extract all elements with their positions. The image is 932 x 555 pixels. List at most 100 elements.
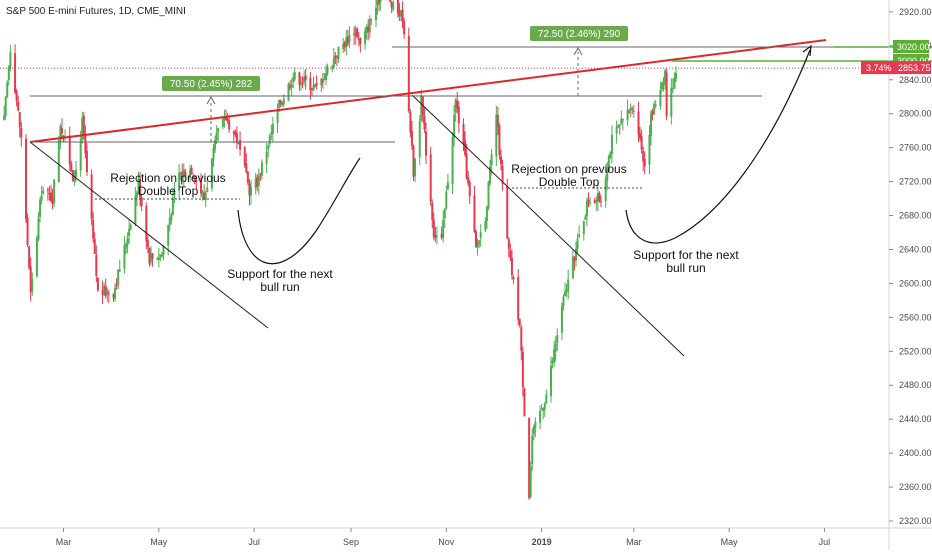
candle-body bbox=[90, 174, 93, 220]
candle-body bbox=[6, 82, 9, 98]
candle-body bbox=[521, 351, 524, 388]
price-axis[interactable]: 2320.00 2360.00 2400.00 2440.00 2480.00 2520.… bbox=[861, 0, 932, 550]
candle-body bbox=[35, 238, 38, 277]
candle-body bbox=[425, 131, 427, 156]
price-tick-label: 2400.00 bbox=[899, 448, 932, 458]
candle-body bbox=[626, 109, 629, 121]
candle-body bbox=[129, 224, 132, 230]
candle-body bbox=[342, 43, 345, 50]
candle-body bbox=[167, 225, 170, 246]
candle-body bbox=[246, 171, 249, 183]
candle-body bbox=[210, 158, 213, 189]
time-axis[interactable]: Mar May Jul Sep Nov 2019 Mar May Jul bbox=[0, 527, 932, 547]
candle-body bbox=[653, 103, 656, 115]
candle-body bbox=[39, 199, 42, 217]
candle-body bbox=[454, 99, 457, 113]
candle-body bbox=[260, 162, 263, 176]
candle-body bbox=[29, 266, 32, 293]
candle-body bbox=[326, 66, 329, 74]
candle-body bbox=[475, 231, 477, 248]
candle-body bbox=[354, 28, 357, 37]
candle-body bbox=[435, 235, 438, 237]
candle-body bbox=[267, 146, 270, 150]
candle-body bbox=[479, 232, 482, 239]
candle-body bbox=[289, 85, 292, 88]
candle-body bbox=[445, 191, 448, 209]
candle-body bbox=[432, 219, 435, 238]
candle-body bbox=[118, 269, 121, 272]
candle-body bbox=[303, 77, 306, 82]
candle-body bbox=[81, 117, 84, 140]
candle-body bbox=[509, 250, 512, 258]
last-price-change-label: 3.74% bbox=[866, 63, 892, 73]
candle-body bbox=[539, 410, 542, 423]
candle-body bbox=[140, 197, 143, 206]
candle-body bbox=[257, 175, 260, 186]
candle-body bbox=[654, 104, 657, 107]
candle-body bbox=[543, 403, 546, 410]
candle-body bbox=[576, 238, 579, 249]
candle-body bbox=[660, 83, 663, 90]
candle-body bbox=[173, 191, 176, 196]
candle-body bbox=[523, 388, 526, 416]
candle-body bbox=[642, 150, 645, 162]
measure-label-box-1 bbox=[162, 76, 260, 91]
candle-body bbox=[442, 220, 445, 239]
candle-body bbox=[170, 215, 173, 221]
candle-body bbox=[190, 168, 193, 175]
descending-trendline-1[interactable] bbox=[29, 141, 269, 329]
descending-trendline-2[interactable] bbox=[411, 94, 685, 357]
time-tick-label: Jul bbox=[819, 537, 831, 547]
candle-body bbox=[160, 254, 163, 257]
candle-body bbox=[37, 218, 40, 240]
candle-body bbox=[195, 180, 198, 182]
candle-body bbox=[495, 114, 498, 157]
price-tick-label: 2480.00 bbox=[899, 380, 932, 390]
candle-body bbox=[571, 256, 574, 279]
candle-body bbox=[640, 136, 643, 150]
candle-body bbox=[398, 12, 401, 17]
candle-body bbox=[671, 87, 674, 89]
candle-body bbox=[531, 435, 534, 465]
time-tick-label: May bbox=[721, 537, 739, 547]
candle-body bbox=[367, 26, 370, 32]
candle-body bbox=[106, 291, 109, 294]
price-tick-label: 2760.00 bbox=[899, 143, 932, 153]
candle-body bbox=[182, 169, 185, 178]
candle-body bbox=[112, 294, 115, 298]
candle-body bbox=[14, 53, 17, 93]
candle-body bbox=[487, 181, 490, 208]
candle-body bbox=[315, 82, 318, 86]
candle-body bbox=[189, 170, 192, 178]
candle-body bbox=[50, 192, 52, 202]
candle-body bbox=[135, 191, 138, 198]
resistance-trendline[interactable] bbox=[29, 39, 827, 143]
candle-body bbox=[82, 115, 85, 136]
candle-body bbox=[201, 192, 204, 195]
candle-body bbox=[379, 0, 382, 2]
candle-body bbox=[320, 78, 323, 86]
time-tick-label: Nov bbox=[438, 537, 455, 547]
candle-body bbox=[248, 183, 251, 196]
candle-body bbox=[101, 290, 104, 295]
candle-body bbox=[331, 66, 334, 69]
candle-body bbox=[51, 198, 54, 205]
candle-body bbox=[565, 290, 568, 292]
candle-body bbox=[621, 118, 624, 121]
candle-body bbox=[648, 135, 651, 165]
annotation-text: Rejection on previous bbox=[110, 171, 225, 185]
candle-body bbox=[401, 9, 404, 22]
candle-body bbox=[226, 118, 229, 121]
candle-body bbox=[150, 255, 152, 262]
candle-body bbox=[95, 254, 98, 276]
chart-title: S&P 500 E-mini Futures, 1D, CME_MINI bbox=[6, 6, 186, 17]
candle-body bbox=[312, 85, 315, 91]
annotation-text: bull run bbox=[666, 261, 705, 275]
candle-body bbox=[600, 201, 602, 203]
price-tick-label: 2840.00 bbox=[899, 75, 932, 85]
candle-body bbox=[290, 84, 293, 88]
candle-body bbox=[403, 21, 406, 35]
candle-body bbox=[271, 123, 274, 134]
candle-body bbox=[146, 240, 149, 248]
